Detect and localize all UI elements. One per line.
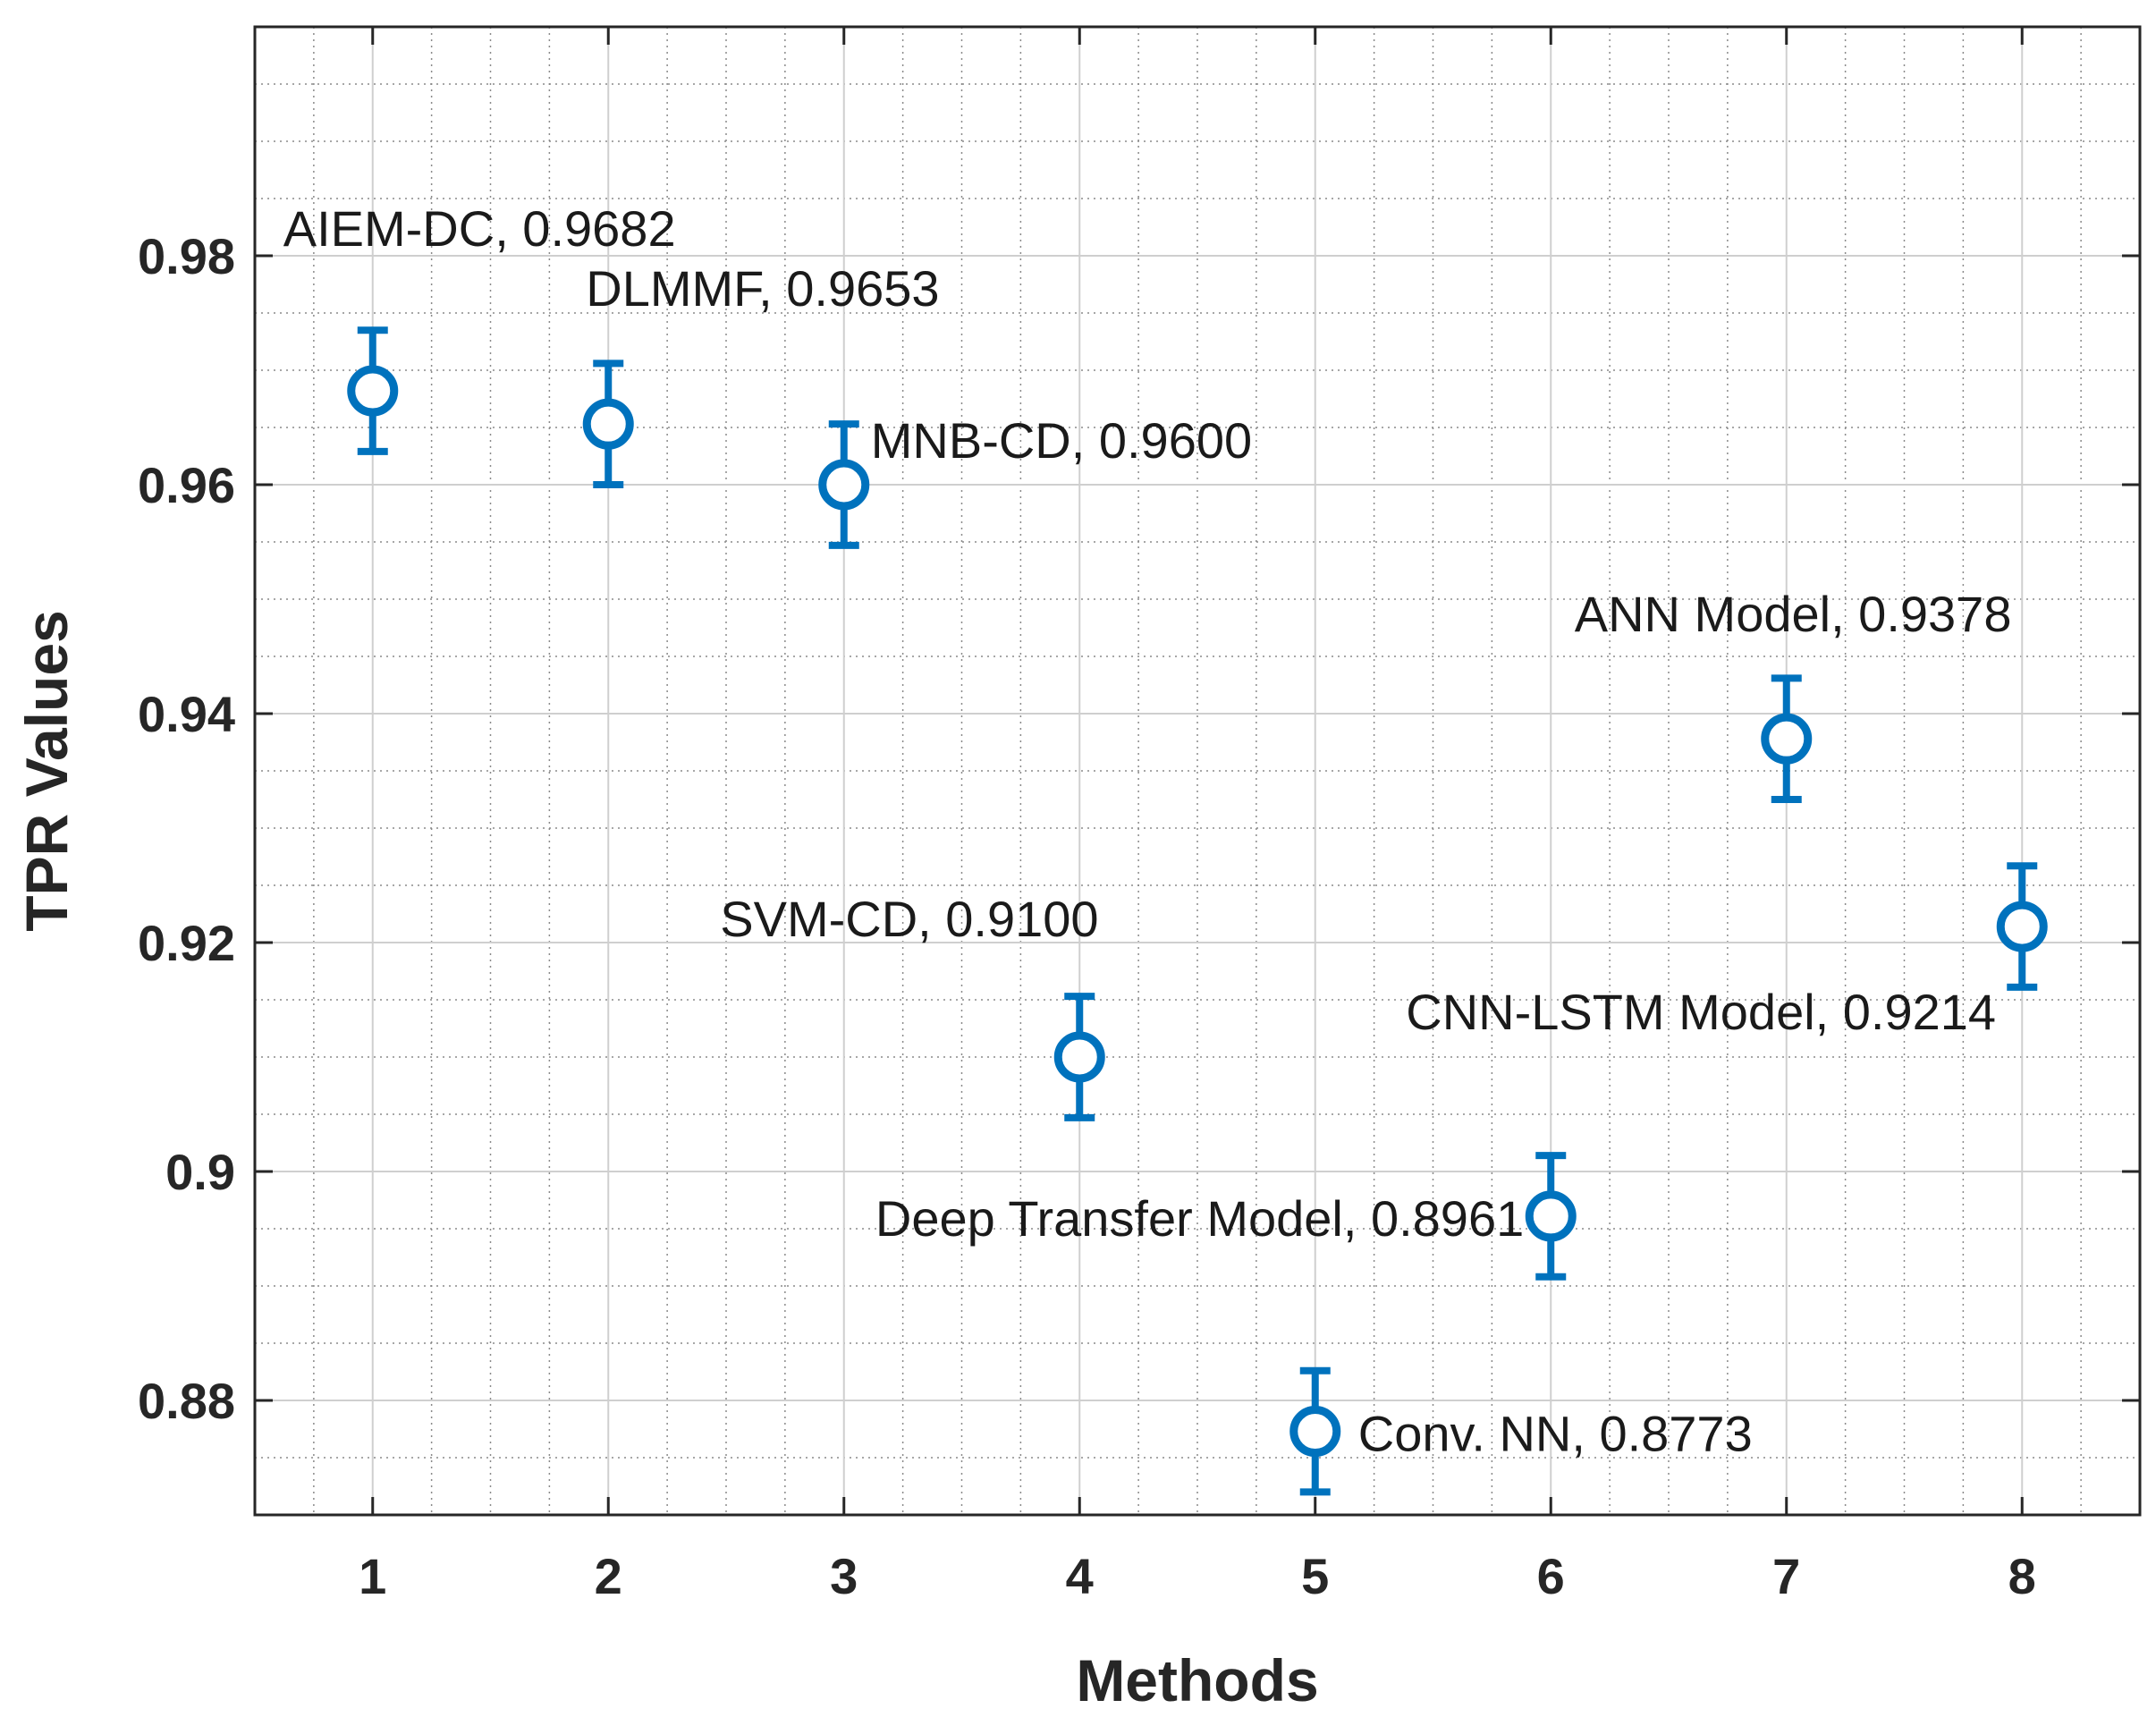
x-tick-label: 5 [1301,1548,1329,1604]
annotation-8: CNN-LSTM Model, 0.9214 [1406,984,1996,1040]
major-grid [255,27,2140,1515]
y-tick-label: 0.98 [138,228,235,284]
data-markers [347,365,2048,1458]
y-axis-label: TPR Values [13,610,80,932]
annotation-2: DLMMF, 0.9653 [586,260,939,317]
data-point-4 [1053,1031,1105,1083]
tick-labels: 0.88 0.9 0.92 0.94 0.96 0.98 1 2 3 4 5 6 7 8 [138,228,2036,1604]
annotation-3: MNB-CD, 0.9600 [871,412,1252,469]
data-point-1 [347,365,399,417]
data-point-6 [1525,1190,1577,1242]
x-tick-label: 1 [359,1548,386,1604]
minor-grid [254,26,2141,1516]
data-point-3 [818,459,870,511]
x-tick-label: 7 [1772,1548,1800,1604]
x-tick-label: 8 [2008,1548,2036,1604]
annotation-6: Deep Transfer Model, 0.8961 [875,1190,1524,1247]
data-point-5 [1289,1406,1341,1458]
y-tick-label: 0.94 [138,686,235,742]
axis-ticks [255,27,2140,1515]
data-point-2 [582,398,634,450]
y-tick-label: 0.96 [138,457,235,513]
annotation-4: SVM-CD, 0.9100 [720,891,1098,947]
annotation-1: AIEM-DC, 0.9682 [283,200,676,257]
annotation-7: ANN Model, 0.9378 [1575,586,2012,642]
x-tick-label: 3 [830,1548,858,1604]
y-tick-label: 0.92 [138,915,235,971]
x-tick-label: 4 [1066,1548,1094,1604]
data-point-8 [1996,901,2048,952]
x-tick-label: 2 [595,1548,622,1604]
x-tick-label: 6 [1537,1548,1565,1604]
y-tick-label: 0.9 [165,1144,235,1200]
x-axis-label: Methods [1076,1647,1318,1713]
data-point-7 [1761,713,1813,765]
annotation-5: Conv. NN, 0.8773 [1358,1406,1753,1462]
y-tick-label: 0.88 [138,1373,235,1429]
plot-frame [253,25,2142,1517]
